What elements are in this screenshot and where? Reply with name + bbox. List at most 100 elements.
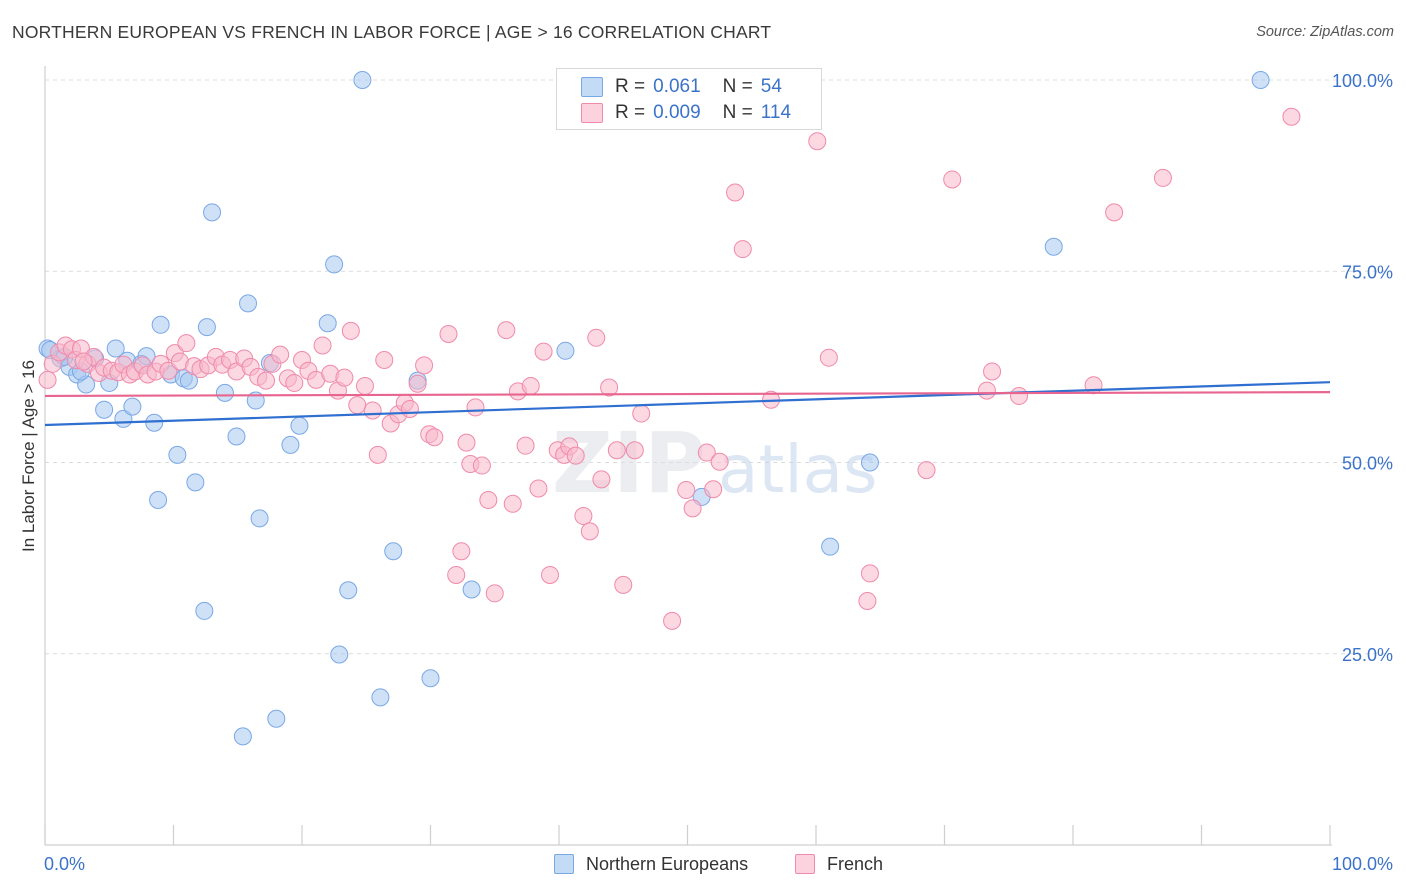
- french-point: [408, 374, 427, 393]
- northern-legend-label: Northern Europeans: [586, 853, 749, 874]
- x-tick-label-min: 0.0%: [44, 854, 85, 874]
- northern-point: [215, 383, 234, 402]
- french-point: [587, 328, 606, 347]
- r-label: R =: [615, 102, 646, 123]
- northern-point: [462, 580, 481, 599]
- french-point: [375, 350, 394, 369]
- french-point: [503, 494, 522, 513]
- northern-point: [330, 645, 349, 664]
- french-point: [710, 452, 729, 471]
- french-point: [977, 381, 996, 400]
- french-point: [452, 542, 471, 561]
- n-label: N =: [722, 76, 753, 97]
- northern-point: [168, 445, 187, 464]
- french-point: [697, 443, 716, 462]
- legend-item-northern[interactable]: Northern Europeans: [554, 851, 748, 877]
- french-point: [485, 584, 504, 603]
- french-point: [1153, 168, 1172, 187]
- french-point: [566, 446, 585, 465]
- french-point: [313, 336, 332, 355]
- northern-points: [38, 71, 1270, 746]
- french-point: [574, 507, 593, 526]
- watermark-atlas: atlas: [718, 431, 878, 508]
- french-point: [592, 470, 611, 489]
- french-point: [335, 368, 354, 387]
- french-point: [271, 345, 290, 364]
- chart-title: NORTHERN EUROPEAN VS FRENCH IN LABOR FOR…: [12, 22, 772, 42]
- n-value: 54: [760, 76, 782, 97]
- french-point: [400, 399, 419, 418]
- northern-point: [267, 709, 286, 728]
- northern-point: [197, 318, 216, 337]
- grid-lines: [45, 79, 1392, 655]
- french-point: [285, 373, 304, 392]
- x-tick-label-max: 100.0%: [1332, 854, 1393, 874]
- french-point: [683, 499, 702, 518]
- french-point: [363, 401, 382, 420]
- trend-lines: [44, 381, 1331, 427]
- y-axis-label: In Labor Force | Age > 16: [19, 360, 38, 552]
- northern-point: [290, 416, 309, 435]
- french-point: [1282, 107, 1301, 126]
- french-point: [38, 370, 57, 389]
- stats-row-french: R = 0.009 N = 114: [581, 101, 791, 125]
- axes: [44, 66, 1332, 846]
- french-point: [607, 441, 626, 460]
- northern-point: [239, 294, 258, 313]
- french-point: [466, 398, 485, 417]
- french-point: [457, 433, 476, 452]
- northern-point: [233, 727, 252, 746]
- n-value: 114: [760, 102, 792, 123]
- french-point: [355, 377, 374, 395]
- r-label: R =: [615, 76, 646, 97]
- french-point: [600, 378, 619, 397]
- french-point: [858, 591, 877, 610]
- french-point: [415, 356, 434, 375]
- french-point: [704, 480, 723, 499]
- northern-point: [353, 71, 372, 89]
- french-point: [632, 404, 651, 423]
- french-point: [625, 441, 644, 460]
- french-trend-line: [44, 391, 1331, 398]
- french-point: [819, 348, 838, 367]
- northern-point: [123, 397, 142, 416]
- northern-point: [106, 339, 125, 358]
- french-point: [257, 371, 276, 390]
- stats-legend: R = 0.061 N = 54 R = 0.009 N = 114: [556, 68, 822, 130]
- y-tick-label: 25.0%: [1342, 645, 1393, 665]
- northern-point: [95, 400, 114, 419]
- french-point: [917, 461, 936, 480]
- french-point: [726, 183, 745, 202]
- stats-row-northern: R = 0.061 N = 54: [581, 75, 782, 99]
- french-point: [368, 445, 387, 464]
- northern-swatch: [581, 77, 603, 97]
- french-point: [74, 352, 93, 371]
- french-point: [425, 428, 444, 447]
- source-credit: Source: ZipAtlas.com: [1256, 24, 1394, 40]
- northern-point: [325, 255, 344, 274]
- northern-point: [195, 601, 214, 620]
- french-point: [439, 324, 458, 343]
- french-point: [534, 342, 553, 361]
- french-point: [479, 490, 498, 509]
- french-point: [497, 321, 516, 340]
- northern-point: [227, 427, 246, 446]
- y-tick-label: 50.0%: [1342, 454, 1393, 474]
- french-legend-swatch: [795, 854, 815, 874]
- northern-point: [149, 490, 168, 509]
- northern-point: [556, 341, 575, 360]
- french-legend-label: French: [827, 853, 884, 874]
- r-value: 0.061: [653, 76, 701, 97]
- french-point: [614, 575, 633, 594]
- french-point: [341, 321, 360, 340]
- northern-point: [371, 688, 390, 707]
- northern-trend-line: [44, 381, 1331, 427]
- northern-point: [145, 413, 164, 432]
- french-point: [516, 436, 535, 455]
- northern-point: [860, 453, 879, 472]
- french-point: [541, 565, 560, 584]
- y-tick-label: 100.0%: [1332, 71, 1393, 91]
- r-value: 0.009: [653, 102, 701, 123]
- legend-item-french[interactable]: French: [795, 851, 883, 877]
